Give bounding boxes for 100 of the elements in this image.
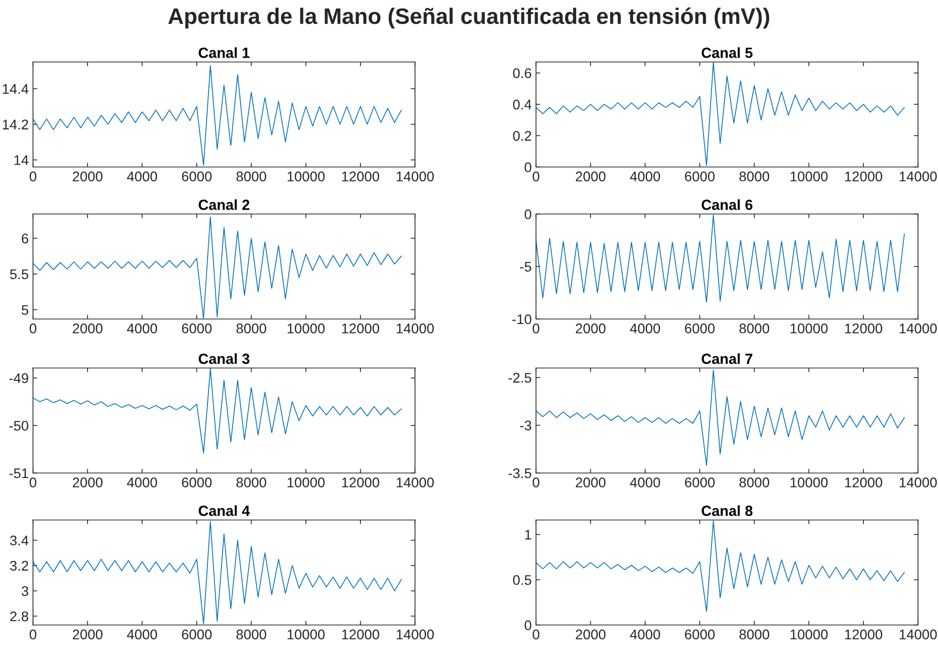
x-tick-label: 6000 (182, 630, 212, 640)
x-tick-label: 0 (532, 478, 540, 488)
y-tick-label: -3.5 (508, 468, 532, 478)
chart-title: Canal 5 (702, 47, 753, 58)
x-tick-label: 6000 (684, 630, 715, 640)
x-tick-label: 12000 (342, 478, 380, 488)
y-tick-label: 5.5 (10, 269, 28, 280)
x-tick-label: 14000 (900, 324, 937, 334)
y-tick-label: 0 (524, 209, 532, 220)
x-tick-label: 4000 (630, 172, 660, 182)
x-tick-label: 8000 (739, 324, 770, 334)
x-tick-label: 14000 (396, 324, 434, 334)
y-tick-label: 0.5 (513, 575, 532, 585)
x-tick-label: 12000 (845, 630, 882, 640)
x-tick-label: 0 (30, 324, 36, 334)
x-tick-label: 6000 (182, 172, 212, 182)
x-tick-label: 2000 (576, 478, 606, 488)
line-series (33, 520, 402, 624)
y-tick-label: -49 (9, 373, 28, 384)
x-tick-label: 2000 (72, 172, 102, 182)
line-series (33, 368, 402, 454)
x-tick-label: 14000 (900, 478, 937, 488)
x-tick-label: 6000 (684, 324, 715, 334)
x-tick-label: 12000 (845, 324, 882, 334)
chart-title: Canal 8 (702, 505, 752, 516)
x-tick-label: 6000 (684, 478, 715, 488)
x-tick-label: 10000 (288, 630, 325, 640)
line-series (33, 216, 402, 319)
y-tick-label: 14.4 (2, 84, 28, 94)
line-series (536, 62, 905, 166)
y-tick-label: 3.4 (10, 536, 28, 546)
x-tick-label: 8000 (739, 630, 770, 640)
y-tick-label: 14.2 (2, 120, 28, 130)
x-tick-label: 8000 (739, 172, 770, 182)
y-tick-label: 0.2 (513, 130, 532, 141)
x-tick-label: 2000 (72, 324, 102, 334)
x-tick-label: 2000 (576, 630, 606, 640)
x-tick-label: 8000 (739, 478, 770, 488)
y-tick-label: 0.4 (513, 100, 532, 110)
chart-title: Canal 6 (702, 199, 752, 210)
chart-title: Canal 4 (198, 505, 250, 516)
y-tick-label: 1 (525, 530, 532, 540)
chart-title: Canal 2 (198, 199, 250, 210)
y-tick-label: 3.2 (10, 560, 28, 571)
y-tick-label: 14 (14, 155, 28, 165)
y-tick-label: -3 (520, 420, 532, 430)
x-tick-label: 10000 (288, 172, 325, 182)
x-tick-label: 4000 (127, 172, 158, 182)
x-tick-label: 6000 (684, 172, 715, 182)
chart-title: Canal 3 (198, 353, 250, 364)
x-tick-label: 14000 (900, 630, 937, 640)
x-tick-label: 4000 (127, 630, 158, 640)
line-series (33, 65, 402, 166)
x-tick-label: 8000 (236, 478, 266, 488)
x-tick-label: 12000 (845, 478, 882, 488)
x-tick-label: 10000 (790, 630, 828, 640)
y-tick-label: 6 (22, 234, 28, 244)
y-tick-label: 0 (524, 162, 532, 172)
x-tick-label: 6000 (182, 324, 212, 334)
y-tick-label: 3 (22, 586, 28, 596)
x-tick-label: 0 (30, 630, 36, 640)
y-tick-label: -5 (520, 262, 532, 272)
x-tick-label: 0 (532, 630, 540, 640)
x-tick-label: 8000 (236, 630, 266, 640)
y-tick-label: 5 (22, 305, 28, 315)
x-tick-label: 10000 (790, 478, 828, 488)
chart-title: Canal 7 (702, 353, 752, 364)
y-tick-label: 0 (524, 620, 532, 630)
x-tick-label: 12000 (342, 172, 380, 182)
x-tick-label: 2000 (576, 324, 606, 334)
chart-title: Canal 1 (198, 47, 250, 58)
x-tick-label: 2000 (72, 630, 102, 640)
x-tick-label: 0 (30, 172, 36, 182)
y-tick-label: -50 (9, 420, 28, 431)
x-tick-label: 12000 (342, 630, 380, 640)
x-tick-label: 10000 (790, 324, 828, 334)
x-tick-label: 0 (532, 172, 540, 182)
x-tick-label: 14000 (396, 478, 434, 488)
x-tick-label: 10000 (790, 172, 828, 182)
x-tick-label: 14000 (396, 172, 434, 182)
x-tick-label: 2000 (72, 478, 102, 488)
x-tick-label: 14000 (900, 172, 937, 182)
line-series (536, 520, 905, 612)
line-series (536, 369, 905, 466)
x-tick-label: 10000 (288, 478, 325, 488)
x-tick-label: 4000 (127, 324, 158, 334)
x-tick-label: 8000 (236, 324, 266, 334)
y-tick-label: 0.6 (513, 68, 532, 78)
x-tick-label: 4000 (630, 478, 660, 488)
line-series (536, 214, 905, 303)
x-tick-label: 4000 (630, 630, 660, 640)
y-tick-label: -10 (512, 314, 532, 324)
text: Apertura de la Mano (Señal cuantificada en tensión (mV)) (168, 8, 770, 28)
y-tick-label: 2.8 (10, 611, 28, 622)
x-tick-label: 6000 (182, 478, 212, 488)
x-tick-label: 8000 (236, 172, 266, 182)
x-tick-label: 10000 (288, 324, 325, 334)
y-tick-label: -2.5 (508, 372, 532, 383)
x-tick-label: 0 (30, 478, 36, 488)
x-tick-label: 12000 (845, 172, 882, 182)
